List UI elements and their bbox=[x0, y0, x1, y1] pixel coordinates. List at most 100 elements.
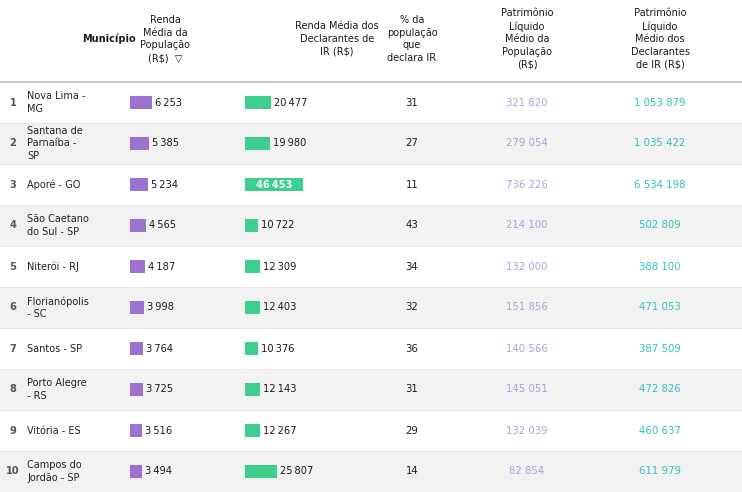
Text: 3 725: 3 725 bbox=[146, 385, 173, 395]
Bar bbox=[130, 137, 149, 150]
Bar bbox=[245, 178, 303, 191]
Text: Santos - SP: Santos - SP bbox=[27, 343, 82, 353]
Text: 7: 7 bbox=[10, 343, 16, 353]
Bar bbox=[245, 219, 258, 232]
Bar bbox=[0, 369, 742, 410]
Text: 12 309: 12 309 bbox=[263, 262, 297, 272]
Text: 214 100: 214 100 bbox=[506, 220, 548, 230]
Text: 321 820: 321 820 bbox=[506, 97, 548, 107]
Text: 145 051: 145 051 bbox=[506, 385, 548, 395]
Text: 27: 27 bbox=[406, 139, 418, 149]
Text: % da
população
que
declara IR: % da população que declara IR bbox=[387, 15, 437, 63]
Bar bbox=[130, 96, 152, 109]
Text: 471 053: 471 053 bbox=[639, 303, 681, 312]
Text: 10 376: 10 376 bbox=[261, 343, 295, 353]
Bar bbox=[0, 123, 742, 164]
Text: 9: 9 bbox=[10, 426, 16, 435]
Text: Renda Média dos
Declarantes de
IR (R$): Renda Média dos Declarantes de IR (R$) bbox=[295, 21, 378, 57]
Text: 3: 3 bbox=[10, 180, 16, 189]
Text: 1 035 422: 1 035 422 bbox=[634, 139, 686, 149]
Text: 32: 32 bbox=[406, 303, 418, 312]
Text: 611 979: 611 979 bbox=[639, 466, 681, 476]
Text: 151 856: 151 856 bbox=[506, 303, 548, 312]
Text: 14: 14 bbox=[406, 466, 418, 476]
Text: 29: 29 bbox=[406, 426, 418, 435]
Bar bbox=[245, 342, 258, 355]
Bar bbox=[130, 383, 143, 396]
Bar bbox=[245, 465, 278, 478]
Text: 34: 34 bbox=[406, 262, 418, 272]
Bar bbox=[0, 82, 742, 123]
Text: 3 494: 3 494 bbox=[145, 466, 172, 476]
Text: Município: Município bbox=[82, 34, 136, 44]
Text: 2: 2 bbox=[10, 139, 16, 149]
Text: Vitória - ES: Vitória - ES bbox=[27, 426, 81, 435]
Text: 736 226: 736 226 bbox=[506, 180, 548, 189]
Text: 4: 4 bbox=[10, 220, 16, 230]
Text: 1 053 879: 1 053 879 bbox=[634, 97, 686, 107]
Text: 460 637: 460 637 bbox=[639, 426, 681, 435]
Text: 1: 1 bbox=[10, 97, 16, 107]
Text: 5 234: 5 234 bbox=[151, 180, 178, 189]
Text: 4 187: 4 187 bbox=[148, 262, 175, 272]
Bar bbox=[0, 328, 742, 369]
Text: Santana de
Parnaíba -
SP: Santana de Parnaíba - SP bbox=[27, 126, 83, 161]
Text: Porto Alegre
- RS: Porto Alegre - RS bbox=[27, 378, 87, 400]
Text: 12 267: 12 267 bbox=[263, 426, 297, 435]
Bar bbox=[245, 260, 260, 273]
Text: 25 807: 25 807 bbox=[280, 466, 313, 476]
Bar bbox=[130, 260, 145, 273]
Bar bbox=[245, 137, 270, 150]
Bar bbox=[0, 410, 742, 451]
Text: Aporé - GO: Aporé - GO bbox=[27, 179, 80, 190]
Text: 11: 11 bbox=[406, 180, 418, 189]
Text: 5: 5 bbox=[10, 262, 16, 272]
Text: 6 253: 6 253 bbox=[155, 97, 182, 107]
Text: Niterói - RJ: Niterói - RJ bbox=[27, 261, 79, 272]
Bar bbox=[130, 219, 146, 232]
Bar bbox=[130, 178, 148, 191]
Text: 36: 36 bbox=[406, 343, 418, 353]
Bar bbox=[0, 205, 742, 246]
Text: 20 477: 20 477 bbox=[274, 97, 307, 107]
Text: 5 385: 5 385 bbox=[152, 139, 179, 149]
Text: 502 809: 502 809 bbox=[639, 220, 681, 230]
Bar bbox=[0, 246, 742, 287]
Text: 140 566: 140 566 bbox=[506, 343, 548, 353]
Text: 3 516: 3 516 bbox=[145, 426, 172, 435]
Bar bbox=[0, 164, 742, 205]
Bar bbox=[245, 383, 260, 396]
Bar bbox=[245, 301, 260, 314]
Bar bbox=[245, 424, 260, 437]
Text: 3 764: 3 764 bbox=[146, 343, 173, 353]
Text: 132 039: 132 039 bbox=[506, 426, 548, 435]
Text: 279 054: 279 054 bbox=[506, 139, 548, 149]
Text: 82 854: 82 854 bbox=[509, 466, 545, 476]
Text: 19 980: 19 980 bbox=[273, 139, 306, 149]
Text: 3 998: 3 998 bbox=[147, 303, 174, 312]
Bar bbox=[0, 451, 742, 492]
Text: Renda
Média da
População
(R$)  ▽: Renda Média da População (R$) ▽ bbox=[140, 15, 190, 63]
Bar bbox=[130, 424, 142, 437]
Bar bbox=[245, 96, 271, 109]
Text: 31: 31 bbox=[406, 385, 418, 395]
Text: 31: 31 bbox=[406, 97, 418, 107]
Text: 10 722: 10 722 bbox=[261, 220, 295, 230]
Bar bbox=[0, 287, 742, 328]
Text: 8: 8 bbox=[10, 385, 16, 395]
Text: 132 000: 132 000 bbox=[506, 262, 548, 272]
Text: São Caetano
do Sul - SP: São Caetano do Sul - SP bbox=[27, 215, 89, 237]
Bar bbox=[130, 301, 144, 314]
Text: 4 565: 4 565 bbox=[149, 220, 176, 230]
Text: 12 403: 12 403 bbox=[263, 303, 297, 312]
Bar bbox=[130, 342, 143, 355]
Text: 12 143: 12 143 bbox=[263, 385, 297, 395]
Text: 6 534 198: 6 534 198 bbox=[634, 180, 686, 189]
Text: Nova Lima -
MG: Nova Lima - MG bbox=[27, 92, 85, 114]
Text: Patrimônio
Líquido
Médio dos
Declarantes
de IR (R$): Patrimônio Líquido Médio dos Declarantes… bbox=[631, 8, 689, 70]
Bar bbox=[130, 465, 142, 478]
Text: 43: 43 bbox=[406, 220, 418, 230]
Text: 388 100: 388 100 bbox=[640, 262, 680, 272]
Text: Campos do
Jordão - SP: Campos do Jordão - SP bbox=[27, 461, 82, 483]
Text: 387 509: 387 509 bbox=[639, 343, 681, 353]
